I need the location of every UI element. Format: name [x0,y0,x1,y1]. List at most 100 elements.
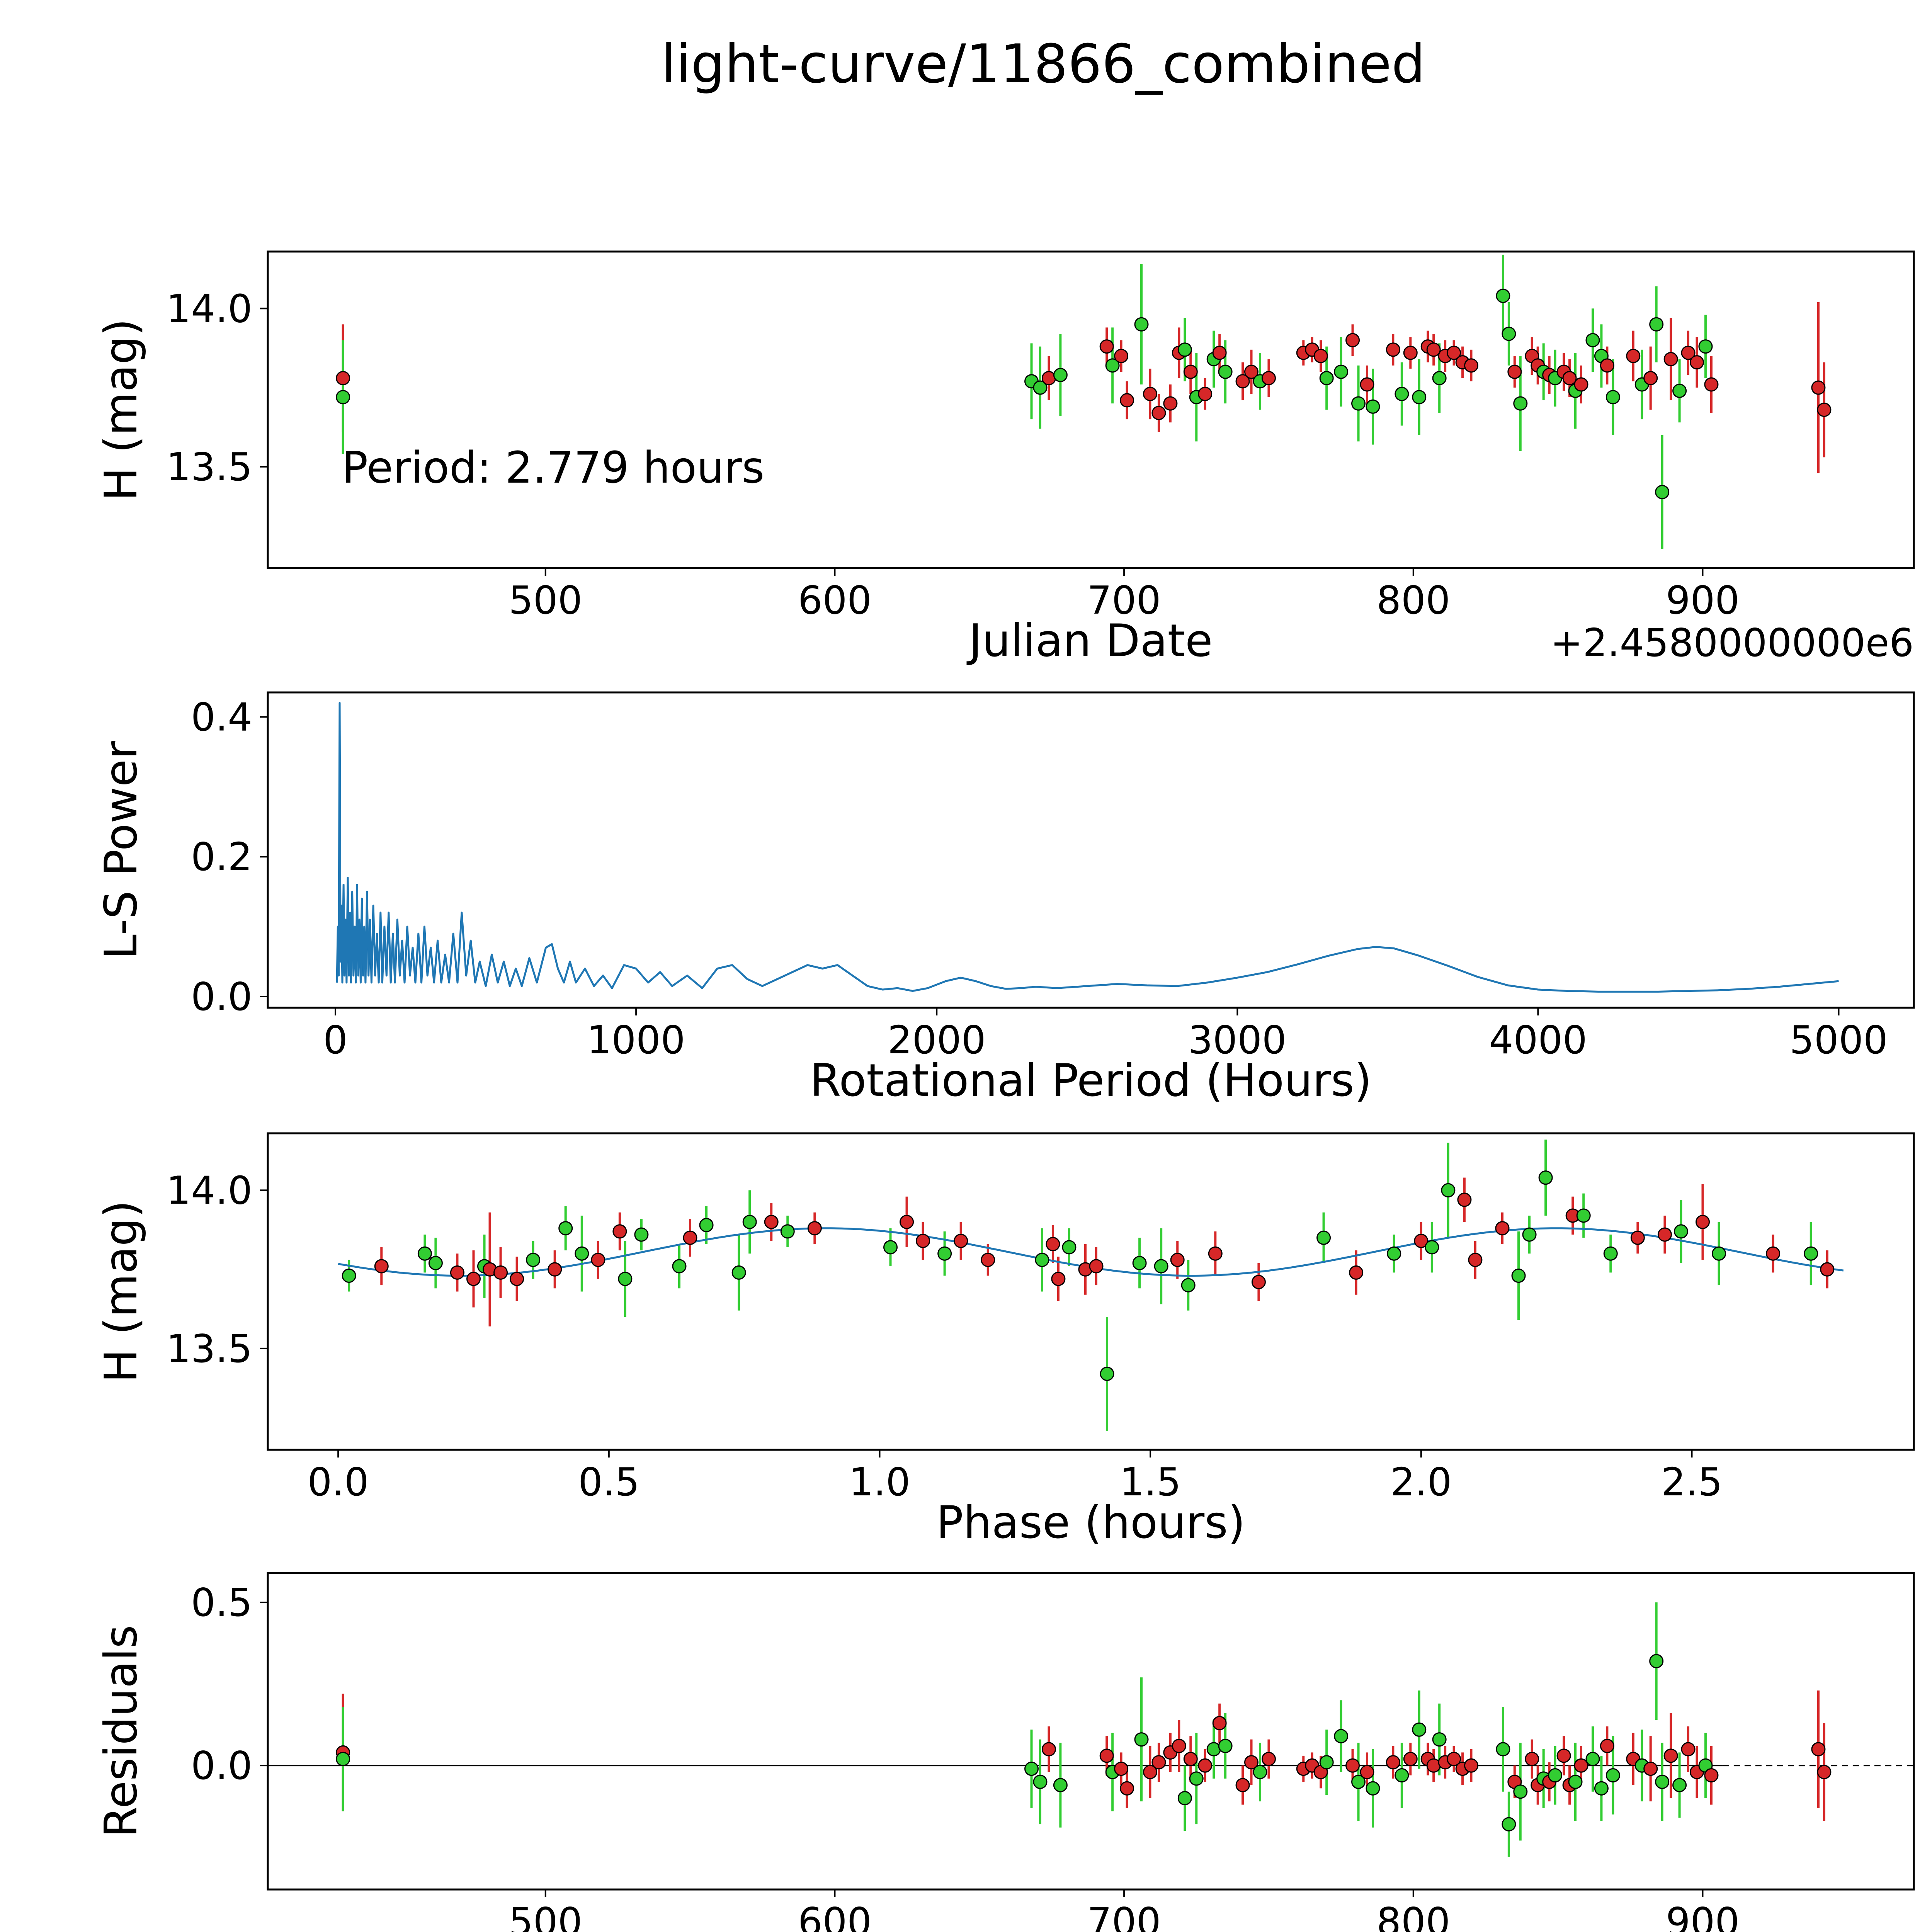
data-point-g [1522,1227,1537,1242]
x-tick-label: 0.0 [308,1459,369,1505]
data-point-g [780,1224,795,1239]
data-point-g [336,1752,350,1766]
x-tick-label: 700 [1087,578,1161,623]
phase-markers [342,1170,1835,1381]
y-tick-label: 14.0 [166,1168,252,1213]
data-point-r [1468,1253,1483,1267]
data-point-r [1403,1752,1418,1766]
data-point-g [1432,371,1447,386]
data-point-r [1811,1742,1826,1757]
data-point-r [1151,1755,1166,1770]
data-point-g [1585,333,1600,347]
data-point-g [1134,317,1149,332]
data-point-r [1208,1246,1223,1261]
data-point-r [1574,1758,1588,1773]
residuals-data-area [268,1602,1914,1857]
data-point-g [1568,1774,1583,1789]
lightcurve-data-area [336,255,1832,549]
y-tick-label: 0.0 [191,1743,252,1788]
data-point-r [1041,1742,1056,1757]
data-point-r [1630,1230,1645,1245]
x-tick-label: 1.0 [849,1459,910,1505]
data-point-r [1345,1758,1360,1773]
data-point-r [1447,345,1461,360]
data-point-g [618,1272,633,1286]
data-point-r [1198,387,1213,401]
x-tick-label: 5000 [1789,1017,1888,1063]
data-point-r [1163,396,1178,411]
x-tick-label: 2.5 [1661,1459,1723,1505]
x-tick-label: 0 [323,1017,348,1063]
data-point-g [1672,383,1687,398]
data-point-r [1120,393,1134,408]
phase-error-bars [348,1139,1828,1431]
x-axis-offset-text: +2.4580000000e6 [1550,620,1914,665]
data-point-r [1414,1233,1429,1248]
data-point-r [1820,1262,1835,1277]
data-point-r [1600,358,1614,373]
data-point-g [1134,1732,1149,1747]
y-tick-label: 0.5 [191,1580,252,1625]
y-tick-label: 0.4 [191,694,252,740]
data-point-r [954,1233,968,1248]
data-point-g [1100,1366,1114,1381]
data-point-r [1811,380,1826,395]
y-tick-label: 14.0 [166,286,252,331]
data-point-r [1212,345,1227,360]
y-tick-label: 13.5 [166,1326,252,1371]
lightcurve-markers [336,289,1832,499]
data-point-r [1360,1765,1374,1779]
data-point-r [683,1230,697,1245]
periodogram-axes-frame [267,691,1915,1009]
data-point-r [1360,377,1374,392]
x-axis-label: Julian Date [967,615,1213,667]
lightcurve-error-bars [342,255,1825,549]
data-point-r [336,371,350,386]
data-point-g [1673,1224,1688,1239]
data-point-g [1594,1781,1609,1796]
y-axis-label: Residuals [95,1625,147,1837]
data-point-g [1538,1170,1553,1185]
data-point-r [1507,364,1522,379]
data-point-g [1053,367,1068,382]
data-point-g [558,1221,573,1236]
data-point-r [981,1253,995,1267]
lightcurve-axes-frame [267,250,1915,569]
data-point-r [1051,1272,1066,1286]
data-point-r [1114,1762,1129,1776]
data-point-r [1349,1265,1364,1280]
data-point-r [1251,1275,1266,1289]
data-point-g [1035,1253,1049,1267]
periodogram-line [336,702,1839,993]
x-tick-label: 3000 [1188,1017,1287,1063]
data-point-g [1395,1768,1409,1782]
data-point-r [1114,349,1129,363]
data-point-r [1689,355,1704,370]
data-point-r [1556,1748,1571,1763]
data-point-r [1183,1752,1198,1766]
data-point-r [1403,345,1418,360]
data-point-r [1643,1762,1658,1776]
data-point-g [1605,390,1620,405]
x-tick-label: 900 [1666,578,1740,623]
data-point-g [1412,390,1427,405]
data-point-g [1698,339,1713,354]
x-tick-label: 600 [798,1899,872,1932]
data-point-g [1105,358,1120,373]
data-point-r [1663,1748,1678,1763]
data-point-g [1649,317,1664,332]
data-point-g [1576,1208,1591,1223]
data-point-g [1387,1246,1401,1261]
data-point-g [1218,364,1233,379]
panel-lightcurve: 500 600 700 800 900 13.5 14.0 Julian Date H (mag… [95,250,1915,667]
period-annotation: Period: 2.779 hours [342,443,765,493]
data-point-g [742,1214,757,1229]
y-axis-label: L-S Power [95,741,147,959]
data-point-r [1345,333,1360,347]
data-point-g [634,1227,649,1242]
y-tick-label: 0.0 [191,974,252,1019]
data-point-g [1412,1722,1427,1737]
data-point-r [1313,349,1328,363]
data-point-g [1132,1256,1147,1270]
